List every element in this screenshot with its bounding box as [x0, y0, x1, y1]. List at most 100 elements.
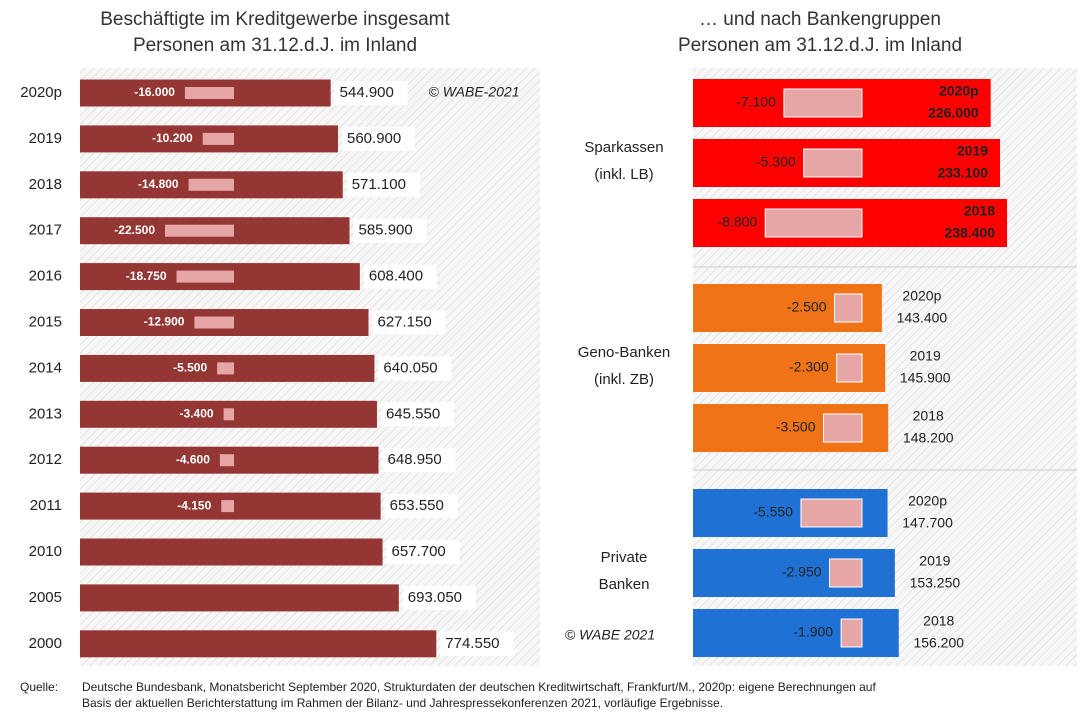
- y-tick-label: 2000: [29, 635, 62, 652]
- change-label: -7.100: [736, 94, 776, 110]
- y-tick-label: 2005: [29, 589, 62, 606]
- change-label: -1.900: [793, 624, 833, 640]
- change-label: -2.950: [782, 564, 822, 580]
- label-bg: [353, 218, 427, 243]
- label-bg: [342, 126, 416, 151]
- change-label: -5.500: [173, 361, 207, 375]
- label-bg: [363, 264, 437, 289]
- value-label: 238.400: [944, 225, 995, 241]
- watermark: © WABE 2021: [565, 627, 655, 643]
- change-box: [764, 208, 863, 238]
- change-label: -2.500: [787, 299, 827, 315]
- category-label: 2020p: [902, 288, 941, 304]
- category-label: 2018: [913, 408, 944, 424]
- value-label: 148.200: [903, 430, 954, 446]
- change-label: -4.150: [177, 498, 211, 512]
- value-label: 653.550: [390, 497, 444, 514]
- change-box: [829, 558, 863, 588]
- category-label: 2019: [919, 553, 950, 569]
- value-label: 648.950: [388, 451, 442, 468]
- value-label: 143.400: [897, 310, 948, 326]
- change-label: -5.300: [756, 154, 796, 170]
- label-bg: [402, 585, 476, 610]
- change-box: [165, 224, 234, 237]
- label-bg: [346, 172, 420, 197]
- change-box: [834, 293, 863, 323]
- value-label: 608.400: [369, 268, 423, 285]
- change-box: [217, 362, 234, 375]
- change-box: [800, 498, 863, 528]
- group-label: Private: [601, 549, 648, 566]
- value-label: 627.150: [377, 313, 431, 330]
- source-label: Quelle:: [20, 680, 58, 694]
- value-label: 571.100: [352, 176, 406, 193]
- category-label: 2018: [923, 613, 954, 629]
- change-box: [783, 88, 863, 118]
- y-tick-label: 2012: [29, 451, 62, 468]
- change-box: [221, 500, 234, 513]
- category-label: 2019: [957, 143, 988, 159]
- value-label: 640.050: [383, 359, 437, 376]
- y-tick-label: 2015: [29, 313, 62, 330]
- value-label: 226.000: [928, 105, 979, 121]
- change-box: [176, 270, 234, 283]
- y-tick-label: 2010: [29, 543, 62, 560]
- label-bg: [380, 402, 454, 427]
- chart-subtitle: Personen am 31.12.d.J. im Inland: [133, 35, 417, 56]
- category-label: 2020p: [939, 83, 979, 99]
- chart-subtitle: Personen am 31.12.d.J. im Inland: [678, 35, 962, 56]
- change-label: -8.800: [717, 214, 757, 230]
- label-bg: [382, 448, 456, 473]
- value-label: 233.100: [937, 165, 988, 181]
- change-label: -22.500: [114, 223, 155, 237]
- label-bg: [334, 81, 408, 105]
- label-bg: [440, 631, 514, 656]
- value-label: 657.700: [392, 543, 446, 560]
- label-bg: [378, 356, 452, 381]
- group-label: (inkl. ZB): [594, 371, 654, 388]
- change-label: -14.800: [138, 177, 179, 191]
- value-label: 544.900: [340, 84, 394, 101]
- change-label: -2.300: [789, 359, 829, 375]
- bar: [80, 538, 383, 566]
- value-label: 560.900: [347, 130, 401, 147]
- value-label: 153.250: [910, 575, 961, 591]
- change-box: [184, 87, 234, 99]
- y-tick-label: 2017: [29, 222, 62, 239]
- y-tick-label: 2019: [29, 130, 62, 147]
- y-tick-label: 2016: [29, 268, 62, 285]
- watermark: © WABE-2021: [429, 84, 520, 100]
- category-label: 2019: [910, 348, 941, 364]
- change-box: [840, 618, 863, 648]
- label-bg: [386, 540, 460, 564]
- change-label: -3.400: [180, 406, 214, 420]
- change-box: [223, 408, 234, 421]
- change-label: -3.500: [776, 419, 816, 435]
- change-box: [194, 316, 234, 329]
- change-label: -5.550: [753, 504, 793, 520]
- value-label: 145.900: [900, 370, 951, 386]
- group-label: Sparkassen: [584, 139, 663, 156]
- change-box: [219, 454, 234, 467]
- change-box: [823, 413, 863, 443]
- group-label: (inkl. LB): [594, 166, 653, 183]
- value-label: 156.200: [913, 635, 964, 651]
- group-label: Banken: [599, 576, 650, 593]
- bar: [80, 584, 399, 612]
- source-text: Basis der aktuellen Berichterstattung im…: [82, 696, 723, 710]
- category-label: 2018: [964, 203, 995, 219]
- chart-title: Beschäftigte im Kreditgewerbe insgesamt: [100, 9, 450, 30]
- bar: [80, 630, 437, 658]
- label-bg: [372, 310, 446, 335]
- value-label: 693.050: [408, 589, 462, 606]
- change-label: -18.750: [126, 269, 167, 283]
- change-label: -16.000: [134, 85, 175, 99]
- category-label: 2020p: [908, 493, 947, 509]
- source-text: Deutsche Bundesbank, Monatsbericht Septe…: [82, 680, 876, 694]
- y-tick-label: 2011: [30, 497, 62, 514]
- change-label: -12.900: [144, 315, 185, 329]
- y-tick-label: 2013: [29, 405, 62, 422]
- y-tick-label: 2014: [29, 359, 62, 376]
- y-tick-label: 2018: [29, 176, 62, 193]
